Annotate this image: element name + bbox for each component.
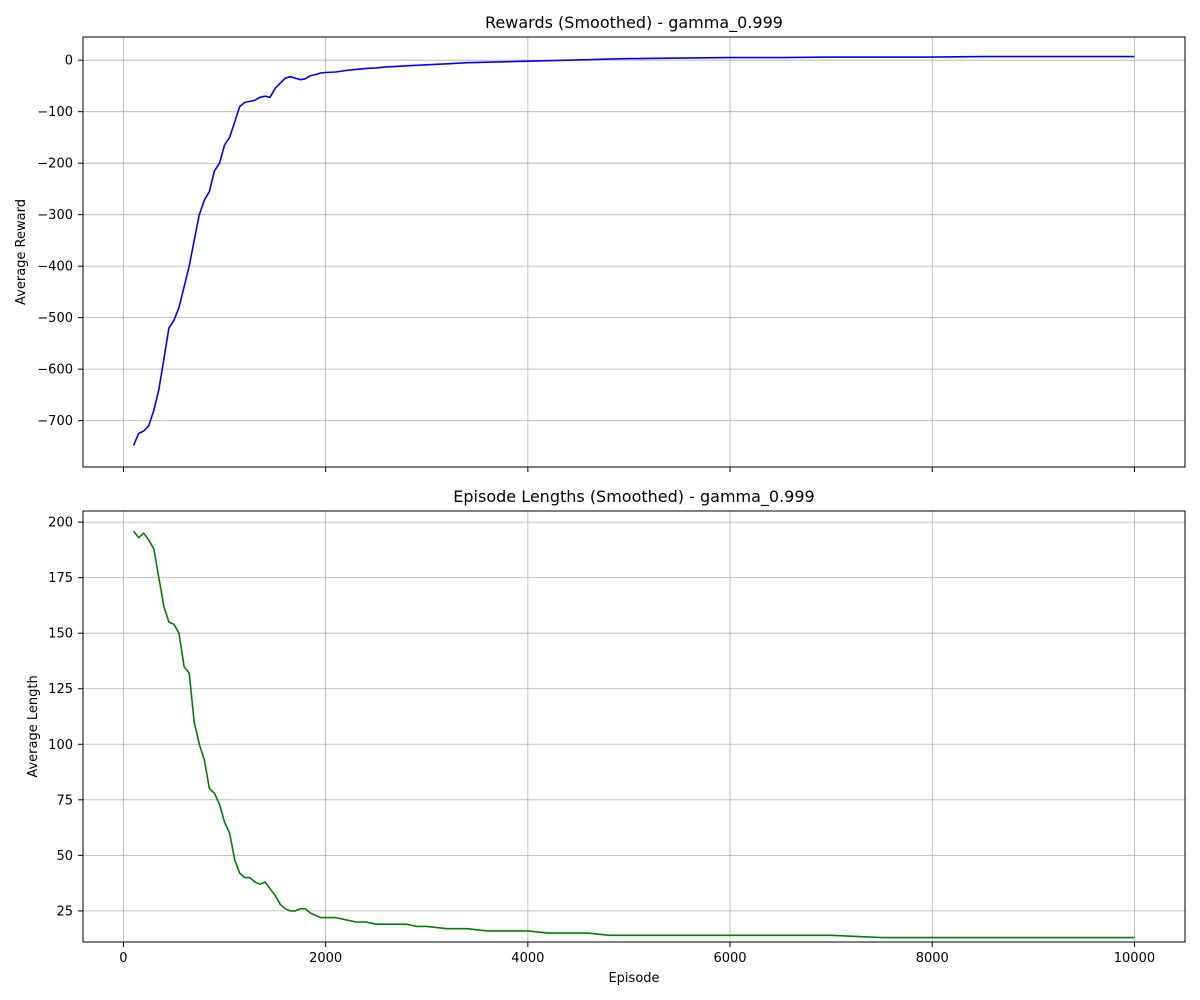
rewards-grid <box>83 37 1185 467</box>
rewards-panel: −700 −600 −500 −400 −300 −200 −100 0 Rewards (S… <box>14 13 1186 472</box>
lengths-ticks: 0 2000 4000 6000 8000 10000 25 50 75 100 125 150 175… <box>48 516 1155 966</box>
rewards-y-tick-label: −300 <box>37 208 73 223</box>
lengths-x-tick-label: 0 <box>119 951 127 966</box>
lengths-x-axis-label: Episode <box>608 971 659 986</box>
lengths-y-tick-label: 200 <box>48 516 73 531</box>
lengths-x-tick-label: 10000 <box>1114 951 1155 966</box>
lengths-y-tick-label: 150 <box>48 627 73 642</box>
rewards-y-tick-label: −200 <box>37 157 73 172</box>
rewards-y-tick-label: −700 <box>37 414 73 429</box>
rewards-y-tick-label: −500 <box>37 311 73 326</box>
rewards-plot-frame <box>82 36 1186 468</box>
lengths-y-tick-label: 100 <box>48 738 73 753</box>
lengths-y-tick-label: 75 <box>56 793 73 808</box>
rewards-series <box>132 55 1135 446</box>
rewards-series-line <box>132 55 1135 446</box>
lengths-series <box>132 530 1135 939</box>
lengths-y-axis-label: Average Length <box>26 675 41 777</box>
rewards-title: Rewards (Smoothed) - gamma_0.999 <box>485 13 783 33</box>
lengths-panel: 0 2000 4000 6000 8000 10000 25 50 75 100 125 150 175… <box>26 487 1186 986</box>
lengths-y-tick-label: 50 <box>56 849 73 864</box>
lengths-x-tick-label: 4000 <box>511 951 544 966</box>
lengths-grid <box>83 511 1185 942</box>
lengths-y-tick-label: 125 <box>48 682 73 697</box>
rewards-y-tick-label: 0 <box>65 54 73 69</box>
lengths-series-line <box>132 530 1135 939</box>
rewards-ticks: −700 −600 −500 −400 −300 −200 −100 0 <box>37 54 1135 472</box>
lengths-x-tick-label: 6000 <box>713 951 746 966</box>
lengths-title: Episode Lengths (Smoothed) - gamma_0.999 <box>453 487 814 507</box>
lengths-x-tick-label: 8000 <box>916 951 949 966</box>
rewards-y-tick-label: −400 <box>37 260 73 275</box>
rewards-y-axis-label: Average Reward <box>14 199 29 305</box>
rewards-y-tick-label: −600 <box>37 363 73 378</box>
lengths-plot-frame <box>82 510 1186 943</box>
lengths-y-tick-label: 175 <box>48 571 73 586</box>
lengths-y-tick-label: 25 <box>56 904 73 919</box>
lengths-x-tick-label: 2000 <box>309 951 342 966</box>
rewards-y-tick-label: −100 <box>37 105 73 120</box>
